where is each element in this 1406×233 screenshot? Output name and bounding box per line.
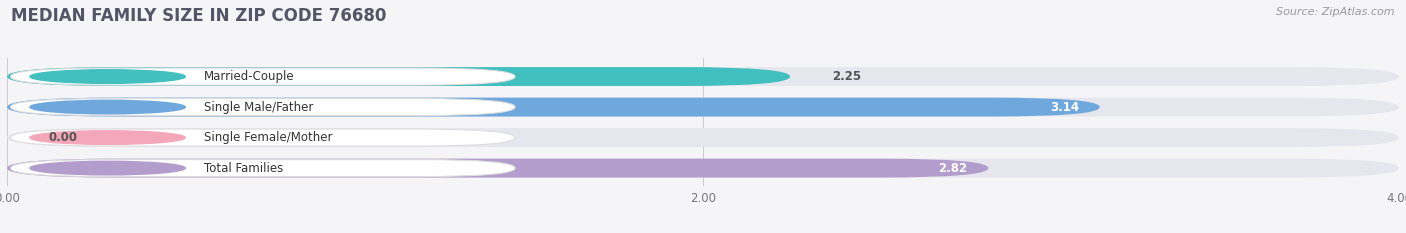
FancyBboxPatch shape (10, 129, 515, 146)
Text: Single Female/Mother: Single Female/Mother (204, 131, 333, 144)
FancyBboxPatch shape (7, 98, 1099, 116)
Text: 2.82: 2.82 (938, 162, 967, 175)
Circle shape (30, 161, 186, 175)
FancyBboxPatch shape (7, 128, 1399, 147)
FancyBboxPatch shape (10, 99, 515, 116)
Text: 3.14: 3.14 (1050, 101, 1078, 113)
FancyBboxPatch shape (7, 67, 790, 86)
Circle shape (30, 100, 186, 114)
Text: Source: ZipAtlas.com: Source: ZipAtlas.com (1277, 7, 1395, 17)
FancyBboxPatch shape (10, 68, 515, 85)
Text: MEDIAN FAMILY SIZE IN ZIP CODE 76680: MEDIAN FAMILY SIZE IN ZIP CODE 76680 (11, 7, 387, 25)
Text: 0.00: 0.00 (49, 131, 77, 144)
Text: Total Families: Total Families (204, 162, 283, 175)
Text: 2.25: 2.25 (832, 70, 860, 83)
FancyBboxPatch shape (7, 159, 1399, 178)
FancyBboxPatch shape (7, 159, 988, 178)
FancyBboxPatch shape (7, 98, 1399, 116)
FancyBboxPatch shape (7, 67, 1399, 86)
Text: Single Male/Father: Single Male/Father (204, 101, 314, 113)
FancyBboxPatch shape (10, 160, 515, 177)
Text: Married-Couple: Married-Couple (204, 70, 295, 83)
Circle shape (30, 70, 186, 83)
Circle shape (30, 131, 186, 144)
